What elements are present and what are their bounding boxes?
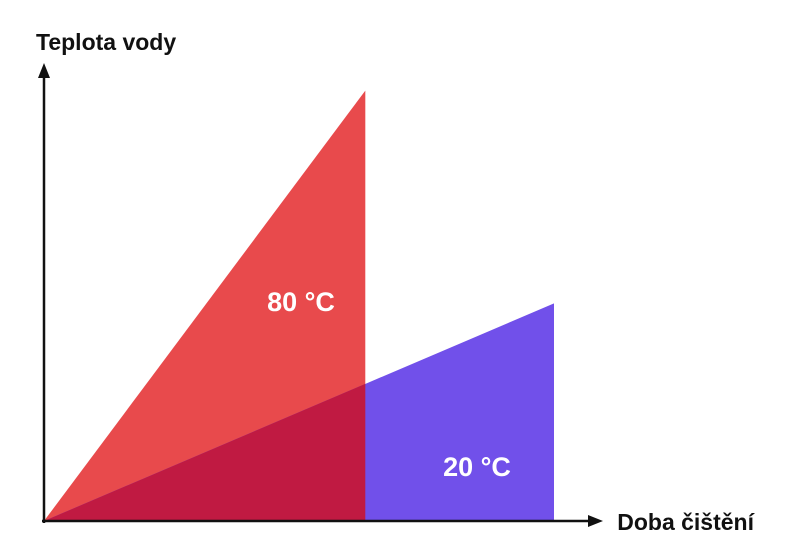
series-label-80c: 80 °C (267, 287, 335, 317)
series-label-20c: 20 °C (443, 452, 511, 482)
y-axis-arrow-icon (38, 63, 50, 78)
y-axis-label: Teplota vody (36, 29, 176, 55)
labels-layer: Teplota vody Doba čištění 80 °C 20 °C (36, 29, 756, 535)
axes-layer (38, 63, 603, 527)
x-axis-label: Doba čištění (617, 509, 755, 535)
areas-layer (44, 90, 554, 521)
x-axis-arrow-icon (588, 515, 603, 527)
area-80c (44, 90, 366, 521)
area-overlap (44, 383, 366, 521)
